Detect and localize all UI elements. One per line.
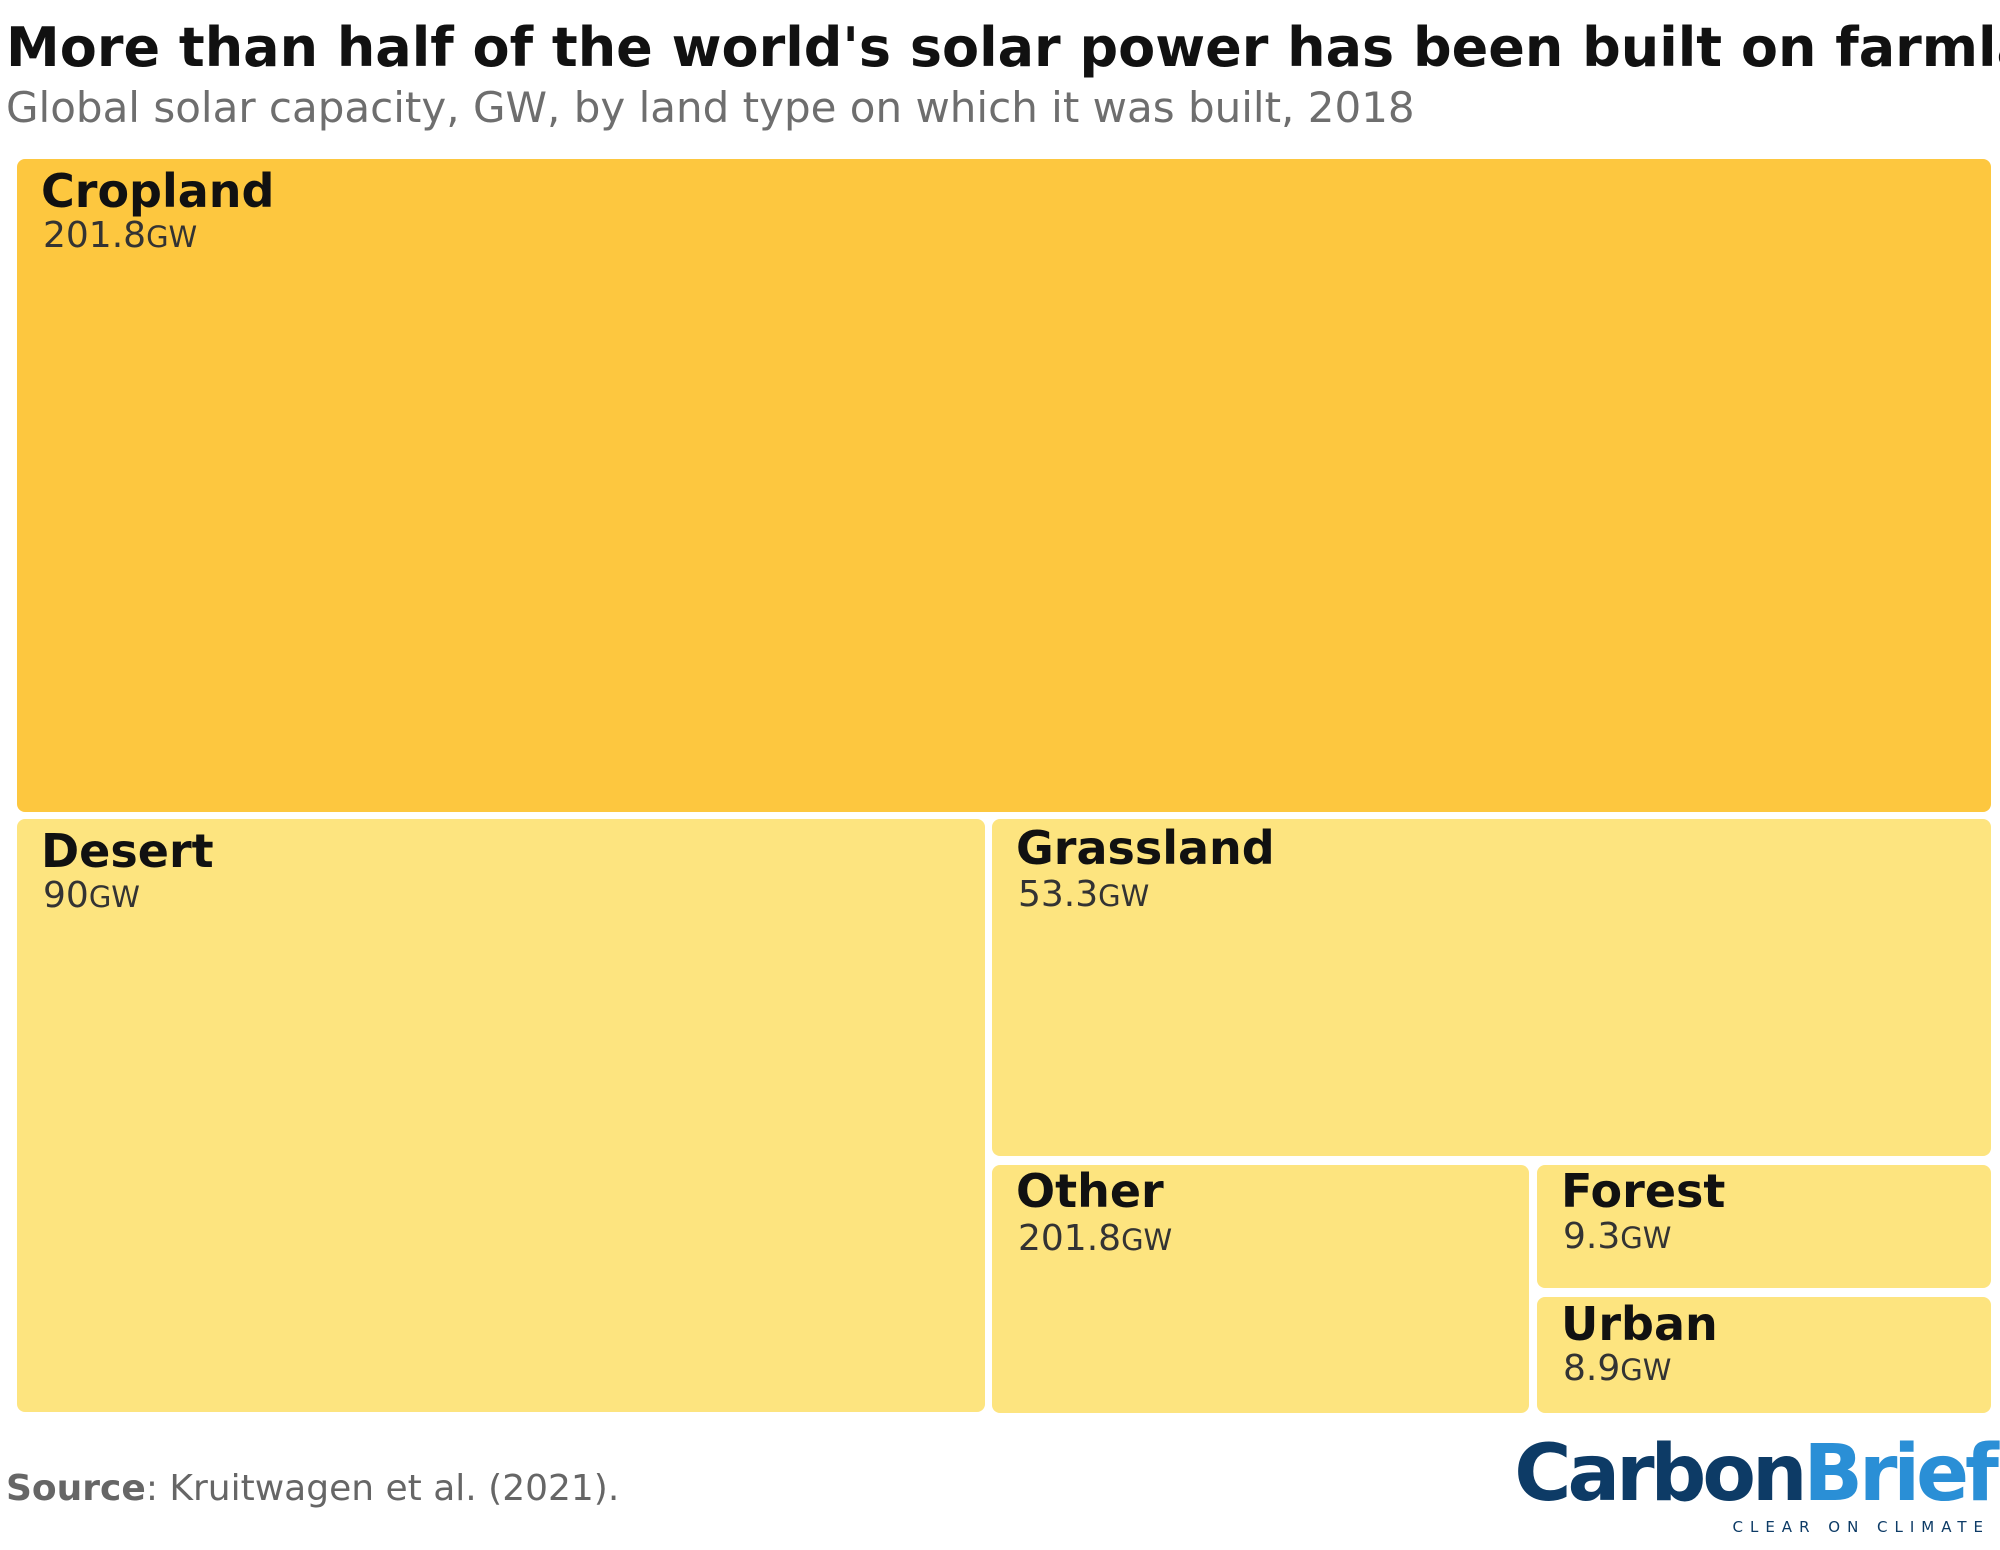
tile [1537, 1297, 1991, 1413]
tile-label: Cropland [41, 164, 274, 218]
tile-label: Forest [1561, 1164, 1725, 1218]
tile-label: Desert [41, 824, 214, 878]
value-label: 90GW [43, 875, 140, 916]
tile-label: Grassland [1016, 821, 1275, 875]
value-label: 53.3GW [1018, 874, 1149, 915]
value-unit: GW [146, 220, 197, 254]
logo-brief: Brief [1804, 1429, 2000, 1519]
value-number: 201.8 [43, 215, 146, 256]
chart-title: More than half of the world's solar powe… [6, 16, 2000, 79]
value-number: 8.9 [1563, 1348, 1620, 1389]
tile [992, 819, 1991, 1156]
tile-label: Urban [1561, 1297, 1718, 1351]
value-label: 8.9GW [1563, 1348, 1671, 1389]
logo-carbon: Carbon [1514, 1429, 1803, 1519]
source-label: Source [6, 1468, 146, 1509]
value-label: 9.3GW [1563, 1216, 1671, 1257]
tile [17, 159, 1991, 812]
source-text: : Kruitwagen et al. (2021). [146, 1468, 619, 1509]
tile-label: Other [1016, 1164, 1164, 1218]
value-unit: GW [1121, 1223, 1172, 1257]
value-unit: GW [1620, 1353, 1671, 1387]
logo: CarbonBrief [1514, 1429, 2000, 1519]
value-unit: GW [1098, 879, 1149, 913]
value-unit: GW [89, 880, 140, 914]
value-number: 90 [43, 875, 89, 916]
tile [1537, 1165, 1991, 1288]
value-label: 201.8GW [1018, 1218, 1172, 1259]
value-number: 9.3 [1563, 1216, 1620, 1257]
tile [992, 1165, 1529, 1413]
value-label: 201.8GW [43, 215, 197, 256]
tile [17, 819, 985, 1412]
value-unit: GW [1620, 1221, 1671, 1255]
chart-subtitle: Global solar capacity, GW, by land type … [6, 83, 1415, 132]
logo-tagline: CLEAR ON CLIMATE [1733, 1518, 1991, 1536]
value-number: 53.3 [1018, 874, 1098, 915]
source: Source: Kruitwagen et al. (2021). [6, 1468, 619, 1509]
value-number: 201.8 [1018, 1218, 1121, 1259]
